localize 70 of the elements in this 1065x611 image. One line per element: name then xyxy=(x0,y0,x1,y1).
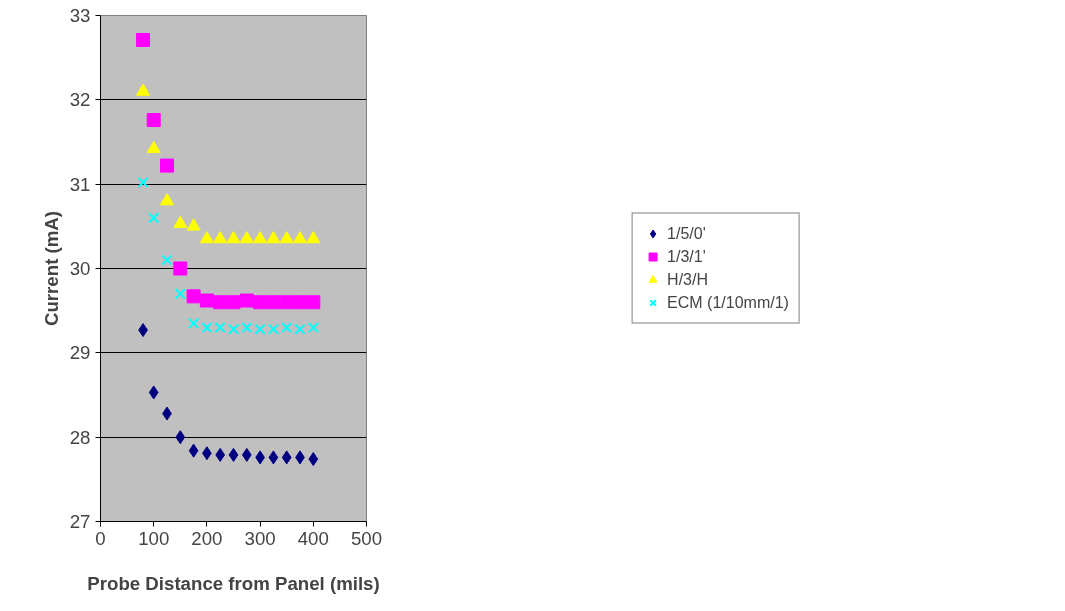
point xyxy=(215,447,226,462)
point xyxy=(227,323,240,335)
point xyxy=(213,295,228,310)
y-tick-label: 31 xyxy=(69,173,91,195)
point xyxy=(137,176,149,189)
point xyxy=(188,317,200,329)
point xyxy=(161,254,173,266)
point xyxy=(254,323,266,335)
point xyxy=(239,293,254,308)
x-axis-title: Probe Distance from Panel (mils) xyxy=(87,572,380,594)
point xyxy=(199,293,214,308)
point xyxy=(266,295,281,310)
point xyxy=(306,230,321,244)
point xyxy=(136,32,151,47)
point xyxy=(306,295,321,310)
x-tick-label: 0 xyxy=(95,527,106,549)
point xyxy=(281,321,293,334)
point xyxy=(146,140,161,153)
y-tick-label: 29 xyxy=(69,342,91,364)
point xyxy=(293,230,307,244)
y-tick-label: 28 xyxy=(69,426,91,448)
point xyxy=(160,193,174,206)
point xyxy=(213,230,228,244)
x-tick-label: 300 xyxy=(244,527,276,549)
point xyxy=(186,218,201,231)
point xyxy=(188,443,199,458)
point xyxy=(228,447,239,462)
point xyxy=(307,321,319,334)
point xyxy=(136,83,151,96)
x-tick-label: 100 xyxy=(138,527,170,549)
point xyxy=(294,323,306,335)
point xyxy=(160,158,174,173)
legend-label: 1/5/0' xyxy=(667,224,706,243)
x-tick-label: 200 xyxy=(191,527,223,549)
point xyxy=(308,452,319,467)
legend-label: 1/3/1' xyxy=(667,247,706,266)
point xyxy=(239,230,254,244)
point xyxy=(186,289,201,304)
point xyxy=(173,261,188,276)
point xyxy=(148,385,159,400)
point xyxy=(214,321,226,334)
point xyxy=(293,295,307,310)
point xyxy=(226,295,241,310)
y-axis-title: Current (mA) xyxy=(40,210,62,327)
y-tick-label: 32 xyxy=(69,89,91,111)
point xyxy=(266,230,281,244)
point xyxy=(253,295,268,310)
point xyxy=(241,321,253,334)
y-tick-label: 33 xyxy=(69,5,91,26)
point xyxy=(146,113,161,128)
point xyxy=(281,450,292,465)
point xyxy=(241,447,252,462)
point xyxy=(175,430,186,445)
point xyxy=(279,230,294,244)
point xyxy=(268,450,279,465)
point xyxy=(199,230,214,244)
point xyxy=(201,321,213,334)
point xyxy=(253,230,268,244)
legend-label: ECM (1/10mm/1) xyxy=(667,293,789,312)
point xyxy=(148,212,160,224)
point xyxy=(174,288,186,300)
legend-label: H/3/H xyxy=(667,270,709,289)
point xyxy=(226,230,241,244)
point xyxy=(173,215,188,229)
point xyxy=(267,323,279,335)
x-tick-label: 400 xyxy=(297,527,329,549)
x-tick-label: 500 xyxy=(350,527,383,549)
y-tick-label: 30 xyxy=(69,258,91,279)
point xyxy=(279,295,294,310)
y-tick-label: 27 xyxy=(69,511,91,532)
